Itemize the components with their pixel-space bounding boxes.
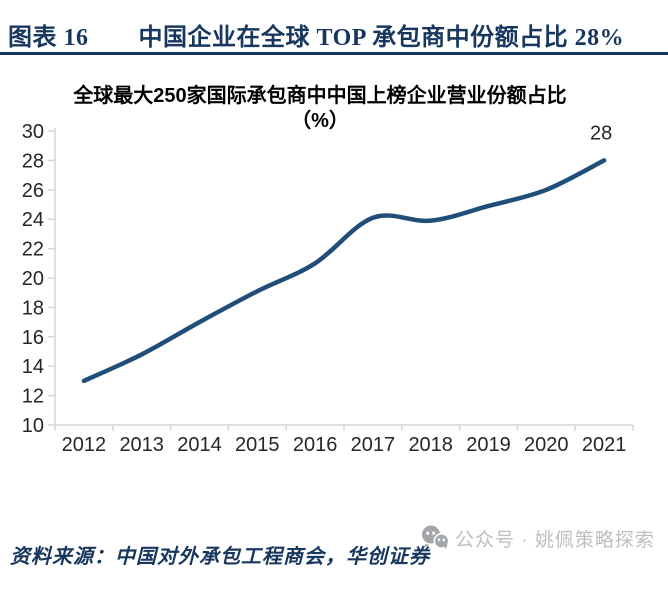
figure-header: 图表 16 中国企业在全球 TOP 承包商中份额占比 28% [0,0,668,55]
chart-title-line2: （%） [291,110,349,132]
series-line [81,158,607,384]
source-text: 资料来源：中国对外承包工程商会，华创证券 [10,546,430,568]
x-axis-tick-label: 2015 [235,434,280,456]
x-axis-tick-label: 2021 [582,434,627,456]
watermark-text: 公众号 · 姚佩策略探索 [455,529,655,551]
x-axis-tick-label: 2017 [351,434,396,456]
chart-title: 全球最大250家国际承包商中中国上榜企业营业份额占比 （%） [0,84,640,134]
wechat-icon [422,525,450,549]
x-axis-tick-label: 2020 [524,434,569,456]
x-axis-tick-label: 2019 [466,434,511,456]
figure-number-label: 图表 16 [8,25,89,51]
x-axis-tick-label: 2014 [177,434,222,456]
end-data-label: 28 [590,122,612,144]
y-axis-tick-label: 16 [22,327,44,349]
y-axis-tick-label: 24 [22,209,44,231]
x-axis-tick-label: 2013 [119,434,164,456]
y-axis-tick-label: 22 [22,239,44,261]
x-axis-tick-label: 2016 [293,434,338,456]
x-axis-tick-label: 2012 [62,434,107,456]
y-axis-tick-label: 20 [22,268,44,290]
y-axis-tick-label: 18 [22,297,44,319]
y-axis-tick-label: 14 [22,356,44,378]
y-axis-tick-label: 26 [22,180,44,202]
chart-title-line1: 全球最大250家国际承包商中中国上榜企业营业份额占比 [73,85,567,107]
y-axis-tick-label: 30 [22,121,44,143]
y-axis-tick-label: 10 [22,415,44,437]
source-note: 资料来源：中国对外承包工程商会，华创证券 [10,540,570,569]
y-axis-tick-label: 12 [22,386,44,408]
y-axis-tick-label: 28 [22,150,44,172]
x-axis-tick-label: 2018 [408,434,453,456]
watermark: 公众号 · 姚佩策略探索 [420,524,655,552]
figure-title: 中国企业在全球 TOP 承包商中份额占比 28% [138,25,625,51]
